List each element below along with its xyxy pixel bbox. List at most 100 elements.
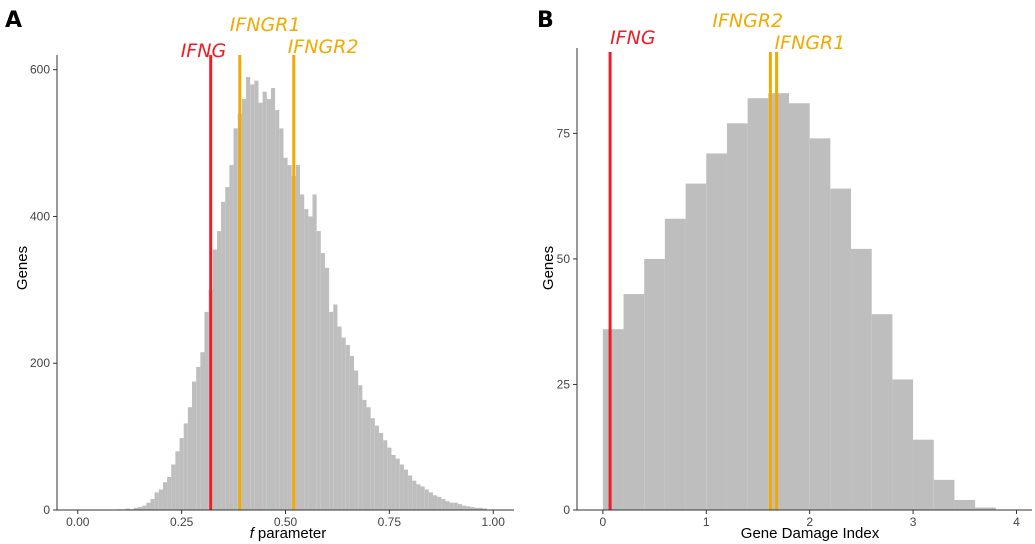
y-tick-label: 75 [557,126,571,140]
histogram-bar [324,267,330,510]
histogram-bar [706,153,727,510]
histogram-bar [432,495,438,510]
x-tick-label: 0.75 [378,515,402,529]
histogram-bar [333,304,338,510]
histogram-bar [768,93,789,511]
x-axis-title-italic-a: f [250,525,256,542]
y-tick-label: 600 [30,63,50,77]
histogram-bar [275,110,280,511]
y-axis-title-b: Genes [540,246,557,290]
histogram-bar [142,505,147,510]
y-tick-label: 400 [30,209,50,223]
histogram-bar [341,337,346,510]
histogram-bar [287,165,292,511]
histogram-bar [403,469,409,510]
histogram-bar [150,498,155,510]
x-tick-label: 1.00 [482,515,506,529]
histogram-bar [871,314,893,510]
histogram-bar [266,99,271,510]
histogram-bar [424,489,429,510]
histogram-bar [158,489,163,510]
histogram-bar [358,385,363,510]
histogram-bar [183,423,188,510]
histogram-bar [212,249,217,510]
x-tick-label: 0.50 [274,515,298,529]
histogram-bar [221,201,226,510]
x-tick-label: 0 [600,515,607,529]
histogram-bar [233,128,238,511]
histogram-bar [304,209,309,510]
y-tick-label: 200 [30,356,50,370]
histogram-bar [913,439,934,510]
histogram-bar [975,507,996,510]
histogram-bar [809,138,831,511]
histogram-bar [466,506,471,510]
histogram-bar [225,187,230,510]
histogram-bar [644,258,665,510]
histogram-bar [623,294,645,510]
histogram-bar [175,451,180,510]
histogram-bar [726,123,748,511]
histogram-bars-a [117,77,487,511]
histogram-bar [362,399,367,510]
histogram-bar [892,379,914,510]
histogram-bar [395,458,400,510]
histogram-bar [320,253,325,511]
histogram-bar [378,432,384,510]
y-tick-label: 0 [563,503,570,517]
histogram-bar [354,370,359,510]
histogram-bar [478,507,483,510]
histogram-bar [830,188,852,510]
marker-label-ifng: IFNG [610,27,655,49]
histogram-bar [192,381,197,510]
histogram-bar [204,311,209,510]
histogram-bar [279,128,284,511]
histogram-bar [349,355,355,510]
histogram-bar [412,480,417,510]
histogram-bar [171,464,176,510]
histogram-bar [366,407,371,510]
histogram-bar [408,475,413,510]
histogram-bar [316,231,321,510]
histogram-bar [470,507,475,510]
histogram-bar [664,218,686,510]
histogram-bar [391,454,396,510]
marker-label-ifngr1: IFNGR1 [775,32,846,54]
histogram-bar [254,80,259,510]
histogram-bar [462,505,467,510]
histogram-bar [851,248,872,510]
histogram-bar [399,464,404,510]
marker-label-ifngr1: IFNGR1 [230,14,301,36]
histogram-bar [449,502,454,510]
histogram-bar [374,425,379,510]
histogram-bar [482,508,487,510]
histogram-bar [370,418,375,510]
axes-a: 0.00 0.25 0.50 0.75 1.00 0 200 400 600 [30,55,514,529]
histogram-bar [428,492,433,510]
histogram-bar [187,407,193,510]
axes-b: 0 1 2 3 4 0 25 50 75 [557,48,1032,529]
histogram-bar [747,98,769,510]
histogram-bars-b [602,93,996,511]
histogram-bar [283,157,288,510]
histogram-bar [300,194,305,510]
panel-letter-b: B [537,8,554,33]
histogram-bar [241,99,247,510]
histogram-bar [420,486,425,510]
histogram-bar [457,504,463,510]
marker-label-ifngr2: IFNGR2 [712,10,783,32]
y-tick-label: 50 [557,252,571,266]
histogram-bar [179,438,184,510]
histogram-bar [685,183,707,510]
histogram-bar [200,352,205,510]
x-tick-label: 4 [1013,515,1020,529]
histogram-bar [441,498,446,510]
histogram-bar [146,502,151,510]
histogram-bar [138,507,143,510]
y-tick-label: 25 [557,377,571,391]
histogram-bar [337,326,342,510]
histogram-bar [250,84,255,511]
